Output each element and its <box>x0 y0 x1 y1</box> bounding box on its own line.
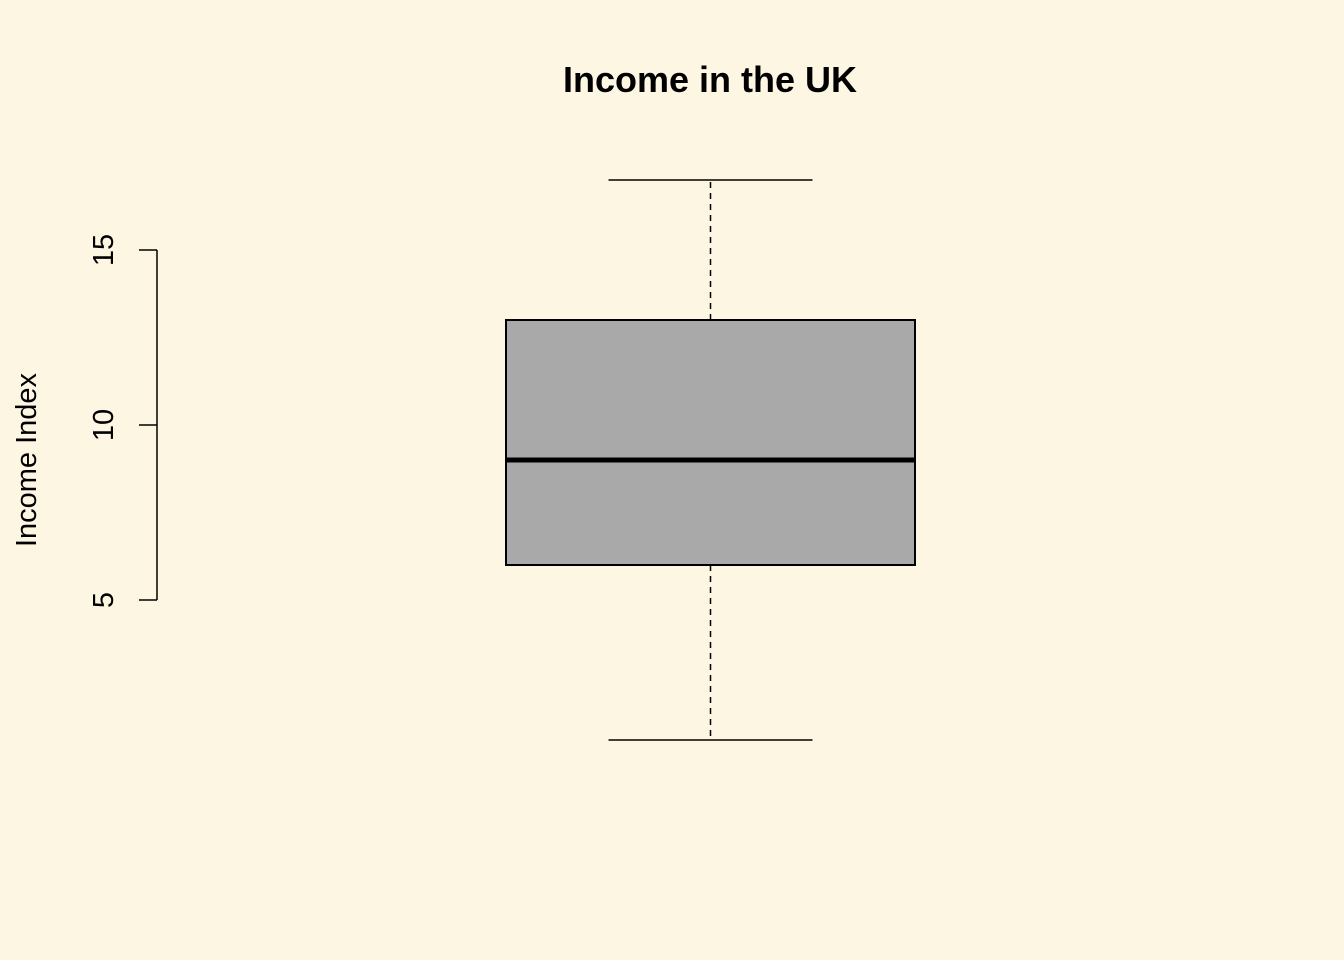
y-tick-label-15: 15 <box>88 234 120 266</box>
iqr-box <box>505 319 916 566</box>
y-axis-label: Income Index <box>11 372 43 547</box>
boxplot-0 <box>505 179 916 741</box>
chart-title: Income in the UK <box>563 59 857 100</box>
y-axis: 5 10 15 <box>88 234 158 608</box>
y-tick-label-10: 10 <box>88 409 120 441</box>
y-tick-label-5: 5 <box>88 592 120 608</box>
plot-area <box>505 179 916 741</box>
